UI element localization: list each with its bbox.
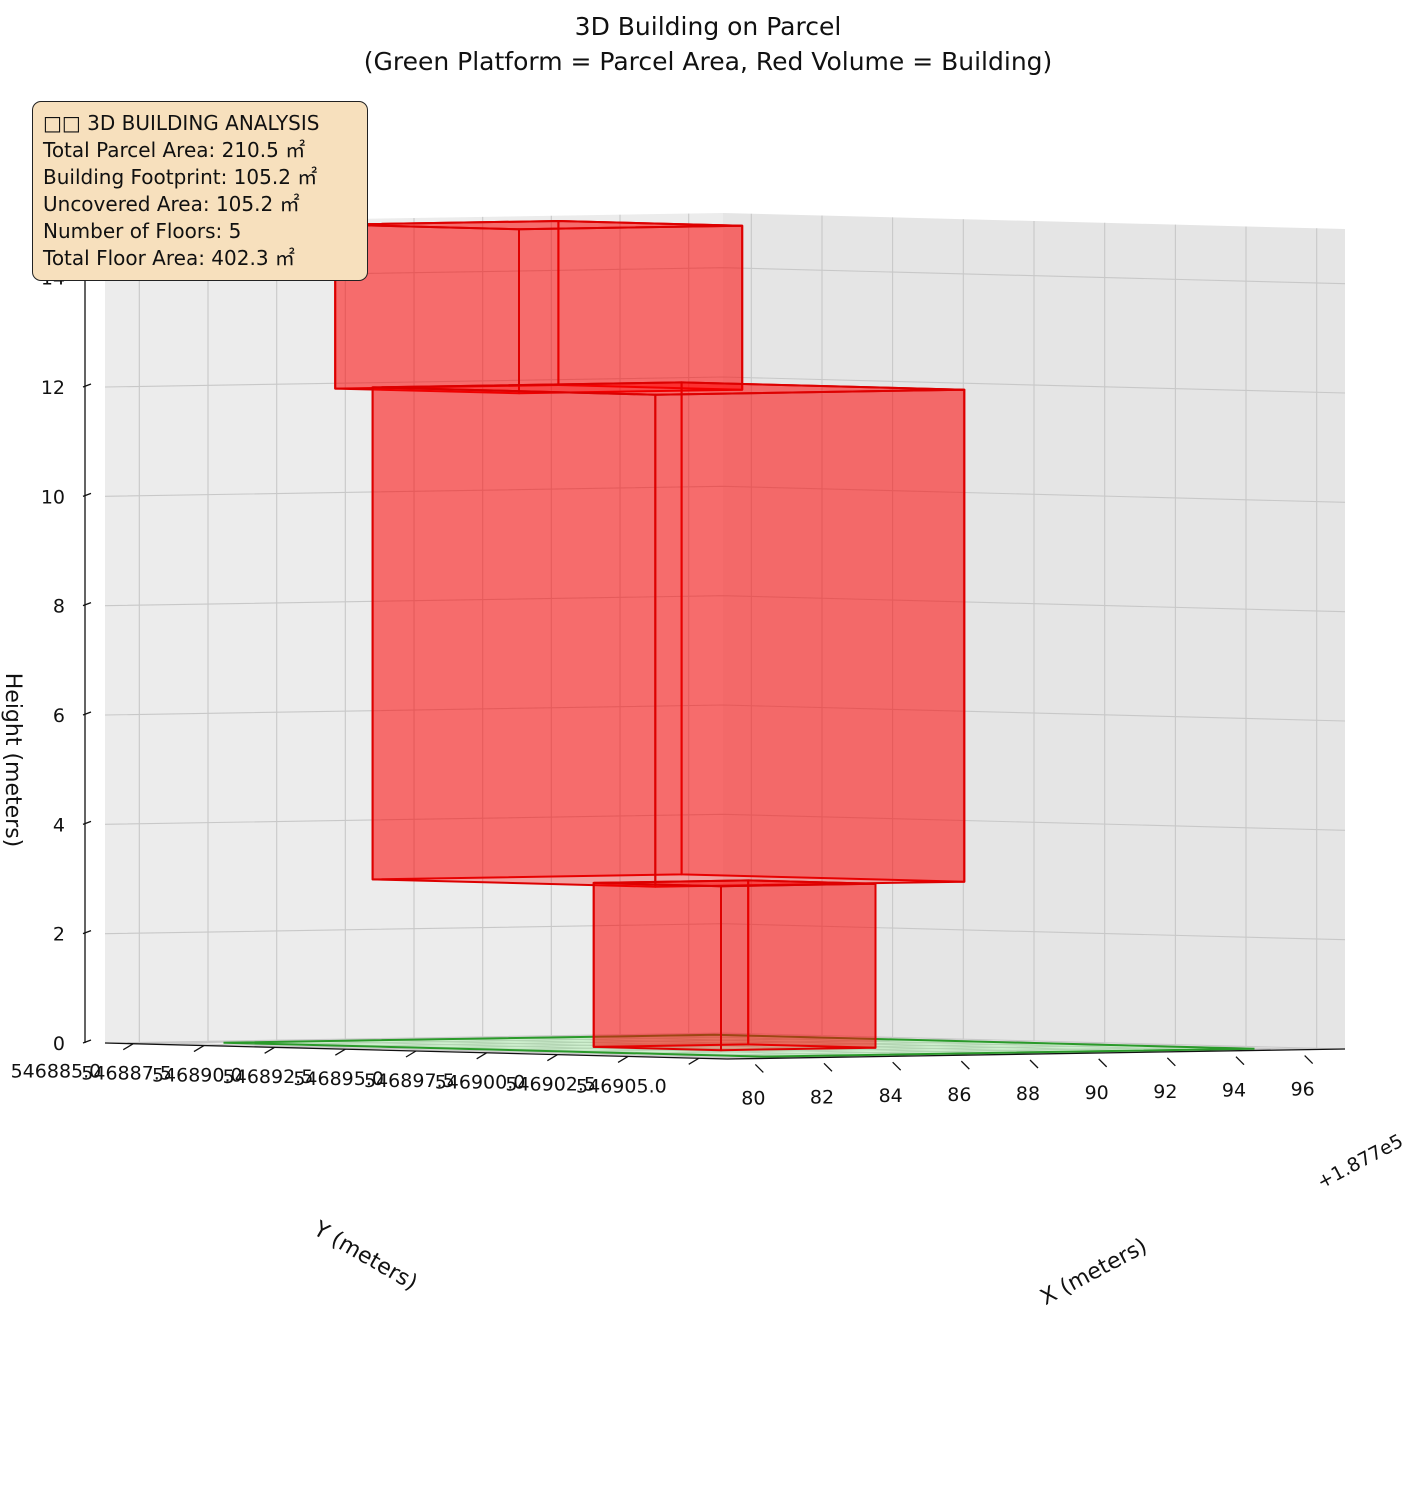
info-uncovered: Uncovered Area: 105.2 ㎡ [43, 192, 300, 216]
x-axis-line [726, 1048, 1346, 1060]
y-axis-label: Y (meters) [308, 1216, 421, 1296]
x-tick-label: 94 [1222, 1080, 1246, 1102]
building-block [371, 381, 966, 888]
z-tick-mark [82, 711, 92, 716]
y-tick-label: 546900.0 [435, 1072, 526, 1094]
y-tick-label: 546895.0 [293, 1068, 384, 1090]
x-tick-label: 88 [1016, 1083, 1040, 1105]
tick-labels: 80 82 84 86 88 90 92 94 96546885.0546887.5546890… [11, 268, 1407, 1194]
x-tick-mark [1029, 1059, 1039, 1069]
info-footprint: Building Footprint: 105.2 ㎡ [43, 165, 318, 189]
x-offset-label: +1.877e5 [1313, 1130, 1406, 1194]
info-parcel-area: Total Parcel Area: 210.5 ㎡ [43, 138, 306, 162]
z-tick-mark [82, 1039, 92, 1044]
building-volume [334, 220, 966, 1052]
y-tick-mark [193, 1044, 205, 1053]
x-tick-label: 80 [741, 1087, 765, 1109]
y-tick-mark [688, 1057, 700, 1065]
analysis-info-box: □□ 3D BUILDING ANALYSIS Total Parcel Are… [32, 101, 368, 281]
y-tick-mark [264, 1046, 275, 1054]
y-tick-mark [617, 1055, 629, 1064]
x-tick-mark [1166, 1057, 1176, 1067]
grid-line-z [104, 704, 1346, 722]
grid-line-z [104, 813, 1346, 831]
info-heading: □□ 3D BUILDING ANALYSIS [43, 111, 320, 135]
y-tick-mark [476, 1052, 488, 1060]
y-tick-label: 546890.0 [152, 1064, 243, 1086]
x-axis-label: X (meters) [1036, 1234, 1151, 1311]
info-floors: Number of Floors: 5 [43, 219, 242, 243]
z-tick-mark [82, 383, 92, 388]
x-tick-mark [1235, 1056, 1245, 1066]
x-tick-label: 84 [879, 1085, 903, 1107]
z-tick-label: 6 [53, 705, 65, 727]
z-tick-label: 12 [41, 377, 65, 399]
y-tick-label: 546885.0 [11, 1061, 102, 1083]
z-tick-label: 8 [53, 596, 65, 618]
x-tick-label: 96 [1291, 1079, 1315, 1101]
y-tick-label: 546892.5 [223, 1066, 314, 1088]
parcel-polygon [223, 1033, 1255, 1058]
chart-subtitle: (Green Platform = Parcel Area, Red Volum… [363, 47, 1053, 76]
z-tick-label: 4 [53, 814, 65, 836]
y-tick-label: 546902.5 [505, 1073, 596, 1095]
building-face [518, 224, 744, 395]
y-tick-mark [334, 1048, 346, 1056]
y-tick-label: 546897.5 [364, 1070, 455, 1092]
y-tick-mark [547, 1054, 558, 1062]
building-face [371, 386, 657, 888]
grid-line-z [104, 595, 1346, 613]
z-tick-mark [82, 492, 92, 497]
building-face [720, 882, 877, 1052]
parcel-platform [223, 1033, 1255, 1058]
x-tick-mark [754, 1063, 764, 1073]
building-face [334, 220, 744, 231]
grid-line-z [104, 376, 1346, 394]
building-face [592, 881, 722, 1052]
info-floor-area: Total Floor Area: 402.3 ㎡ [43, 246, 295, 270]
building-block [592, 879, 877, 1052]
x-tick-label: 92 [1153, 1081, 1177, 1103]
x-tick-mark [960, 1060, 970, 1070]
x-tick-label: 82 [810, 1086, 834, 1108]
grid-line-z [104, 923, 1346, 941]
z-tick-label: 2 [53, 924, 65, 946]
y-tick-mark [405, 1050, 417, 1058]
building-face [371, 381, 966, 396]
z-tick-mark [82, 820, 92, 825]
building-face [592, 879, 877, 888]
x-tick-label: 90 [1085, 1082, 1109, 1104]
y-tick-label: 546905.0 [576, 1075, 667, 1097]
z-tick-mark [82, 602, 92, 607]
z-tick-label: 10 [41, 486, 65, 508]
grid-line-z [104, 485, 1346, 503]
y-tick-label: 546887.5 [81, 1063, 172, 1085]
x-tick-mark [823, 1062, 833, 1072]
z-axis-label: Height (meters) [0, 673, 25, 848]
building-face [654, 388, 966, 888]
chart-title: 3D Building on Parcel [574, 12, 842, 41]
x-tick-mark [1098, 1058, 1108, 1068]
x-tick-label: 86 [947, 1084, 971, 1106]
grid-line-z [104, 1032, 1346, 1050]
z-tick-mark [82, 930, 92, 935]
building-block [334, 220, 744, 395]
y-tick-mark [122, 1043, 134, 1051]
z-tick-label: 0 [53, 1033, 65, 1055]
x-tick-mark [892, 1061, 902, 1071]
x-tick-mark [1304, 1055, 1314, 1065]
